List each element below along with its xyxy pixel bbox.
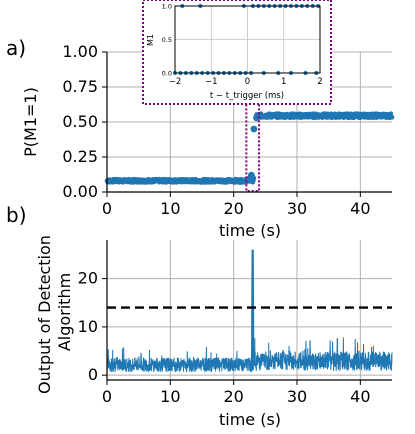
panel-b-xlabel: time (s) [219,410,281,429]
panel-a-xtick-label: 30 [287,199,307,218]
panel-b-ticks: 0 10 20 30 40 0 10 20 [78,269,371,406]
panel-b-chart: 0 10 20 30 40 0 10 20 time (s) Output of Detect… [35,230,393,429]
inset-xtick-label: −2 [169,77,182,87]
panel-b-label: b) [6,203,27,227]
panel-a-xtick-label: 10 [160,199,180,218]
panel-a-highlight-window [245,100,260,192]
panel-a-point [389,115,395,120]
panel-a-ytick-label: 1.00 [62,42,98,61]
panel-a-label: a) [6,36,26,60]
panel-a-transition-point [253,114,260,122]
panel-b-xtick-label: 40 [350,387,370,406]
panel-b-ytick-label: 10 [78,317,98,336]
inset-xtick-label: 0 [245,77,250,87]
inset-chart: −2 −1 0 1 2 0.0 0.5 1.0 t − t_trigger (ms) M1 [142,0,332,105]
panel-b-series-line [106,337,393,373]
panel-a-xtick-label: 0 [102,199,112,218]
panel-a-ticks: 0 10 20 30 400.000.250.500.751.00 [62,42,370,218]
panel-a-xtick-label: 40 [350,199,370,218]
inset-ticks: −2 −1 0 1 2 0.0 0.5 1.0 [162,3,323,88]
panel-a-xlabel: time (s) [219,221,281,240]
inset-xtick-label: 1 [281,77,286,87]
panel-b-ylabel-line1: Output of Detection [35,235,54,394]
panel-b-ytick-label: 0 [88,365,98,384]
panel-a-transition-point [250,125,258,133]
panel-b-xtick-label: 0 [102,387,112,406]
inset-ylabel: M1 [146,34,155,46]
inset-xtick-label: 2 [317,77,322,87]
inset-frame [142,0,332,105]
panel-b-ylabel-line2: Algorithm [55,273,74,351]
panel-b-ylabel: Output of Detection Algorithm [35,230,74,394]
panel-b-xtick-label: 20 [223,387,243,406]
panel-a-ytick-label: 0.75 [62,77,98,96]
panel-a-ytick-label: 0.50 [62,112,98,131]
panel-a-ytick-label: 0.00 [62,182,98,201]
panel-a-ylabel: P(M1=1) [21,87,40,157]
inset-ytick-label: 0.5 [162,36,172,44]
inset-xlabel: t − t_trigger (ms) [210,91,284,101]
panel-b-ytick-label: 20 [78,269,98,288]
inset-axes-box [174,5,321,74]
panel-a-ytick-label: 0.25 [62,147,98,166]
inset-ytick-label: 1.0 [162,3,172,11]
inset-xtick-label: −1 [205,77,218,87]
panel-a-xtick-label: 20 [223,199,243,218]
panel-b-xtick-label: 30 [287,387,307,406]
panel-a-transition-point [248,171,255,179]
panel-b-xtick-label: 10 [160,387,180,406]
panel-a-points [104,111,395,185]
inset-ytick-label: 0.0 [162,70,172,78]
panel-b-spike [250,249,255,371]
